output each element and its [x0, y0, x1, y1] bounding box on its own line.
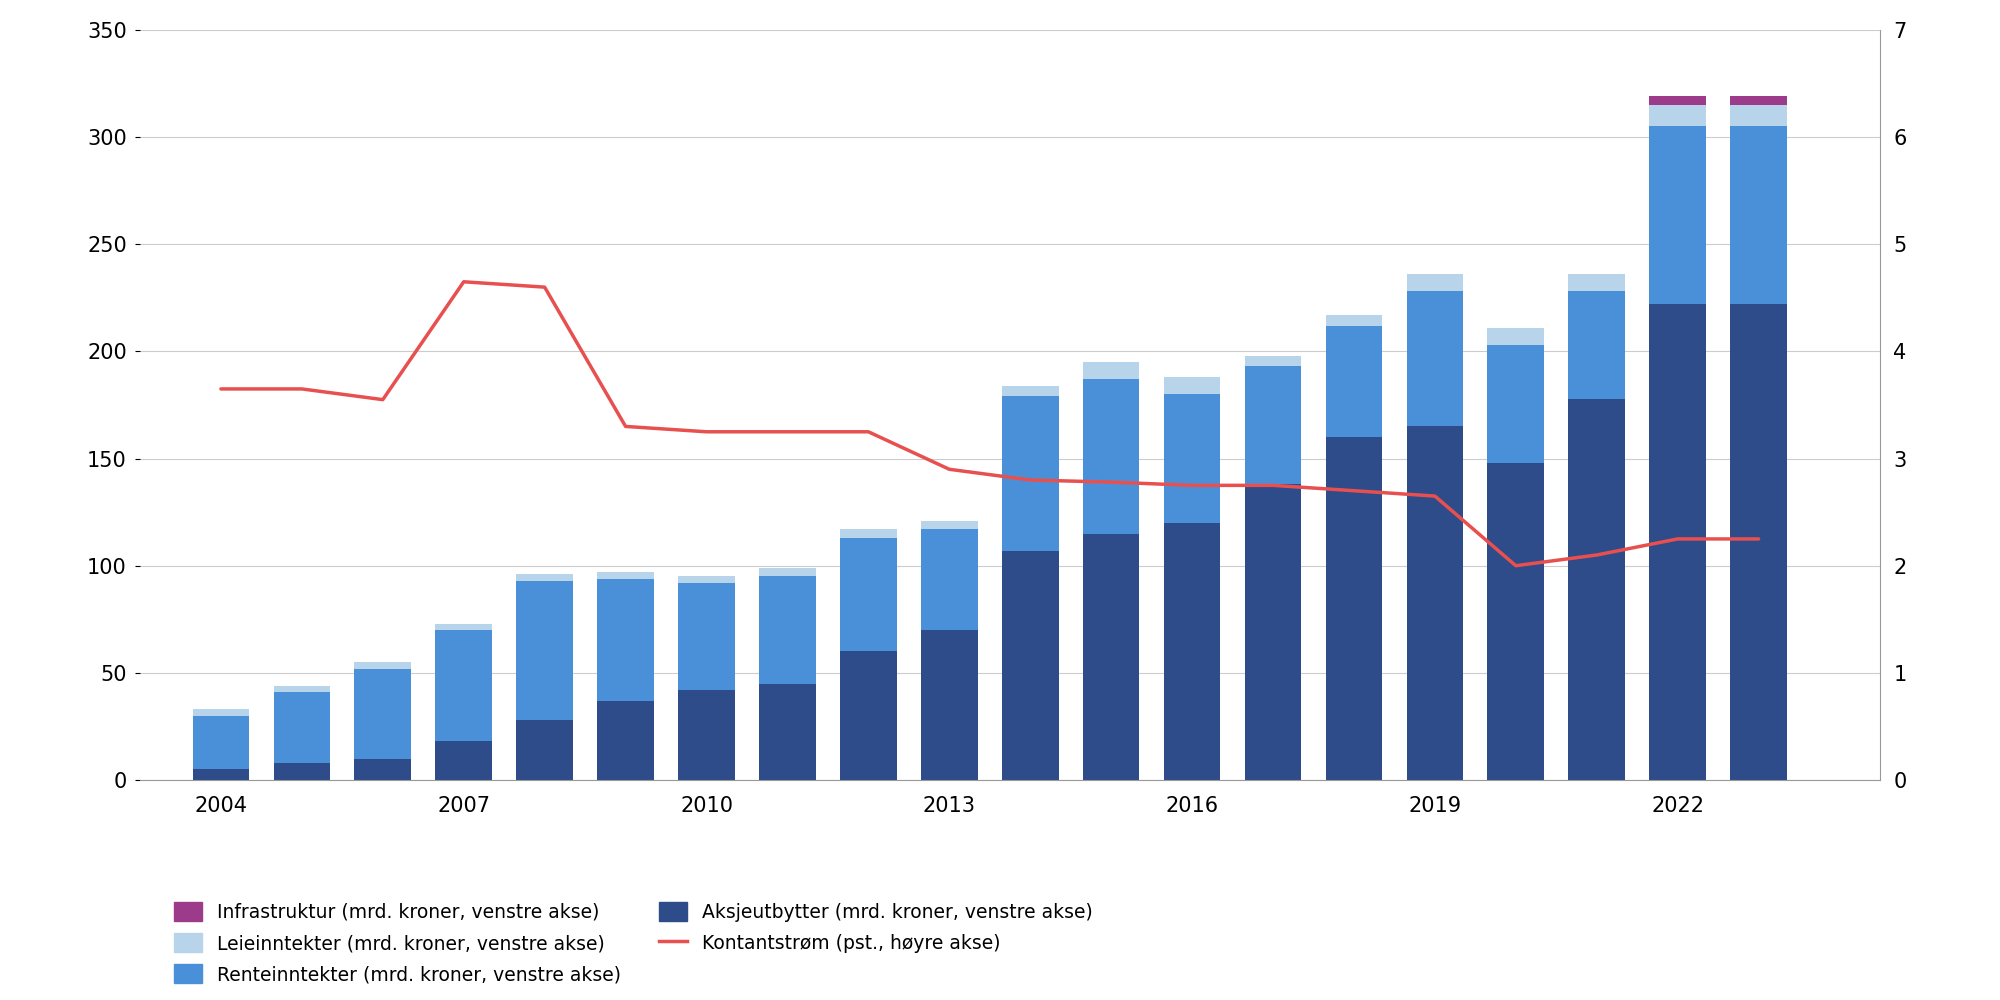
- Bar: [840, 651, 896, 780]
- Bar: [1650, 96, 1706, 105]
- Bar: [1082, 534, 1140, 780]
- Legend: Infrastruktur (mrd. kroner, venstre akse), Leieinntekter (mrd. kroner, venstre a: Infrastruktur (mrd. kroner, venstre akse…: [166, 894, 1100, 992]
- Bar: [598, 572, 654, 579]
- Bar: [1568, 399, 1626, 780]
- Bar: [1002, 396, 1058, 551]
- Bar: [1164, 394, 1220, 523]
- Bar: [1730, 304, 1786, 780]
- Bar: [1650, 126, 1706, 304]
- Bar: [354, 669, 412, 759]
- Bar: [516, 720, 572, 780]
- Bar: [274, 763, 330, 780]
- Bar: [1730, 96, 1786, 105]
- Bar: [678, 690, 734, 780]
- Bar: [192, 716, 250, 769]
- Bar: [1326, 437, 1382, 780]
- Bar: [920, 529, 978, 630]
- Bar: [1730, 105, 1786, 126]
- Bar: [1730, 126, 1786, 304]
- Bar: [598, 701, 654, 780]
- Bar: [436, 624, 492, 630]
- Bar: [192, 709, 250, 716]
- Bar: [192, 769, 250, 780]
- Bar: [1406, 426, 1464, 780]
- Bar: [1164, 523, 1220, 780]
- Bar: [1082, 379, 1140, 534]
- Bar: [1326, 315, 1382, 326]
- Bar: [1244, 356, 1302, 366]
- Bar: [1488, 463, 1544, 780]
- Bar: [354, 662, 412, 669]
- Bar: [274, 692, 330, 763]
- Bar: [1002, 551, 1058, 780]
- Bar: [1244, 484, 1302, 780]
- Bar: [1002, 386, 1058, 396]
- Bar: [1650, 105, 1706, 126]
- Bar: [678, 583, 734, 690]
- Bar: [598, 579, 654, 701]
- Bar: [840, 529, 896, 538]
- Bar: [436, 630, 492, 741]
- Bar: [1406, 274, 1464, 291]
- Bar: [1488, 328, 1544, 345]
- Bar: [1244, 366, 1302, 484]
- Bar: [1568, 291, 1626, 399]
- Bar: [1650, 304, 1706, 780]
- Bar: [760, 684, 816, 780]
- Bar: [760, 568, 816, 576]
- Bar: [678, 576, 734, 583]
- Bar: [516, 574, 572, 581]
- Bar: [1568, 274, 1626, 291]
- Bar: [1326, 326, 1382, 437]
- Bar: [1488, 345, 1544, 463]
- Bar: [760, 576, 816, 684]
- Bar: [436, 741, 492, 780]
- Bar: [840, 538, 896, 651]
- Bar: [920, 630, 978, 780]
- Bar: [1406, 291, 1464, 426]
- Bar: [516, 581, 572, 720]
- Bar: [354, 759, 412, 780]
- Bar: [274, 686, 330, 692]
- Bar: [920, 521, 978, 529]
- Bar: [1164, 377, 1220, 394]
- Bar: [1082, 362, 1140, 379]
